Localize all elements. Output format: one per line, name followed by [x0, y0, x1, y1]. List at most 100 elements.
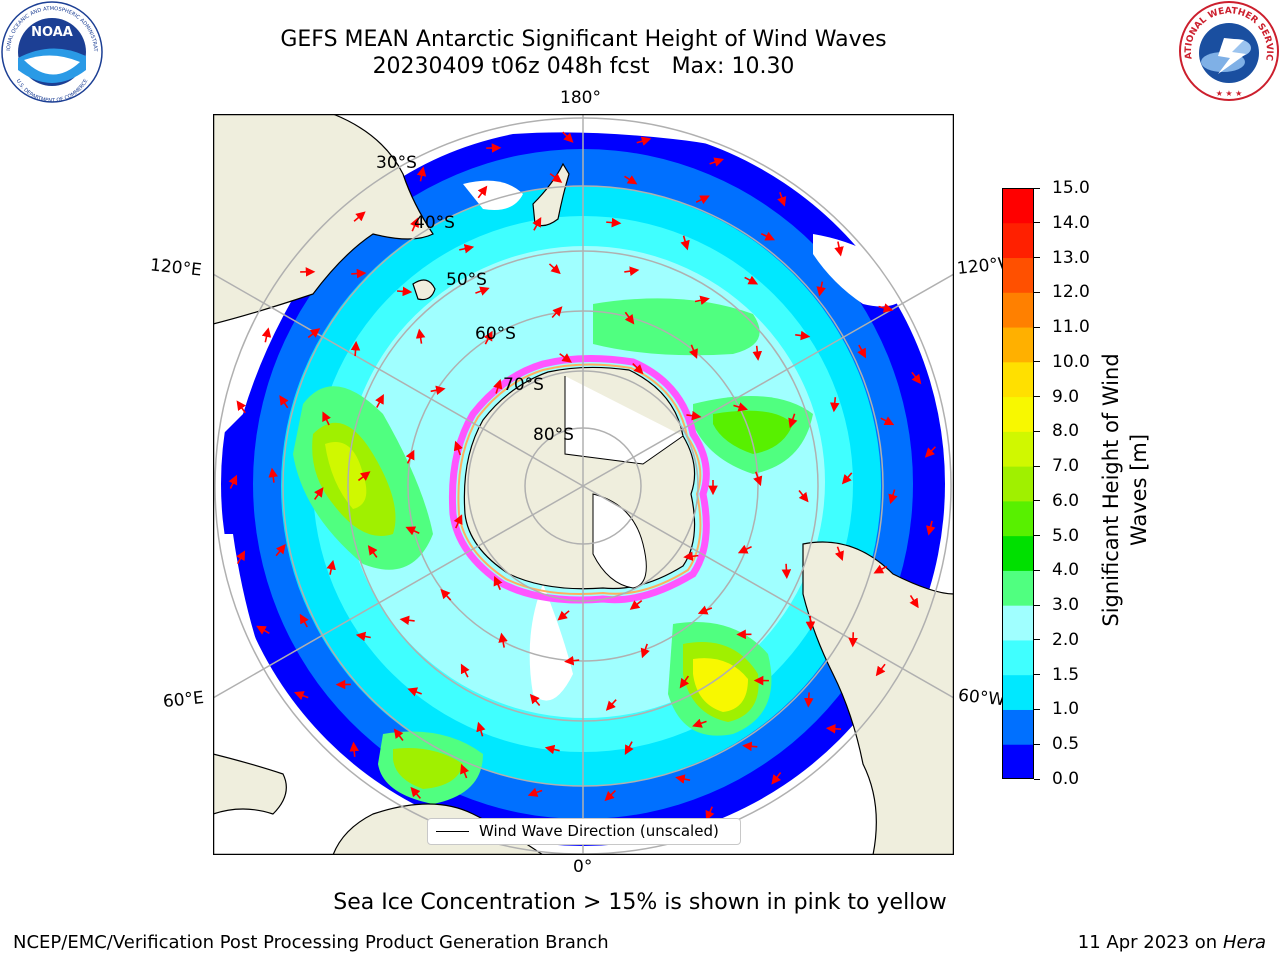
wind-wave-arrow	[636, 136, 652, 146]
wind-wave-arrow	[742, 741, 758, 752]
wind-wave-arrow	[357, 471, 371, 482]
wind-wave-arrow	[410, 786, 421, 799]
wind-wave-arrow	[695, 195, 710, 205]
lat-label-60s: 60°S	[475, 324, 516, 344]
footer-machine: Hera	[1222, 932, 1266, 953]
wind-wave-arrow	[416, 166, 427, 182]
colorbar-tick-label: 13.0	[1052, 247, 1090, 268]
wind-wave-arrow	[624, 175, 638, 185]
wind-wave-arrow	[367, 545, 378, 558]
wind-wave-arrow	[353, 211, 366, 222]
wind-wave-arrow	[629, 599, 643, 610]
wind-wave-arrow	[679, 675, 690, 689]
wind-wave-arrow	[888, 489, 898, 505]
wind-wave-arrow	[440, 588, 452, 601]
wind-wave-arrow	[430, 385, 446, 395]
wind-wave-arrow	[399, 615, 415, 626]
colorbar-tick-mark	[1034, 465, 1040, 467]
colorbar-segment	[1002, 327, 1034, 363]
colorbar	[1002, 188, 1034, 780]
wind-wave-arrow	[299, 613, 309, 628]
wind-wave-arrow	[737, 544, 752, 554]
wind-wave-arrow	[350, 340, 361, 357]
colorbar-tick-label: 6.0	[1052, 490, 1080, 511]
wind-wave-arrow	[476, 721, 486, 737]
wind-wave-arrow	[415, 328, 426, 344]
wind-wave-arrow	[606, 217, 622, 228]
colorbar-tick-label: 11.0	[1052, 317, 1090, 338]
colorbar-segment	[1002, 639, 1034, 676]
wind-wave-arrow	[355, 631, 371, 642]
wind-wave-arrow	[529, 693, 541, 706]
wind-wave-arrow	[788, 413, 798, 429]
wind-wave-arrow	[349, 741, 360, 757]
colorbar-tick-mark	[1034, 291, 1040, 293]
wind-wave-arrow	[675, 774, 691, 784]
lon-label-180: 180°	[560, 88, 601, 108]
colorbar-segment	[1002, 188, 1034, 224]
footer-date: 11 Apr 2023 on Hera	[1078, 932, 1266, 953]
forecast-date-label: 20230409 t06z 048h fcst	[372, 54, 650, 79]
colorbar-tick-label: 15.0	[1052, 178, 1090, 198]
wind-wave-arrow	[781, 563, 792, 580]
colorbar-tick-mark	[1034, 222, 1040, 224]
footer-date-text: 11 Apr 2023 on	[1077, 932, 1223, 953]
colorbar-segment	[1002, 396, 1034, 432]
wind-wave-arrow	[709, 157, 724, 167]
wind-wave-arrow	[624, 311, 635, 325]
colorbar-segment	[1002, 709, 1034, 745]
colorbar-tick-label: 0.0	[1052, 769, 1080, 789]
wind-wave-arrow	[551, 306, 563, 319]
wind-wave-arrow	[733, 402, 748, 412]
wind-wave-arrow	[834, 241, 844, 257]
noaa-logo: NOAA NATIONAL OCEANIC AND ATMOSPHERIC AD…	[0, 0, 104, 104]
colorbar-segment	[1002, 500, 1034, 537]
wind-wave-arrow	[752, 345, 763, 361]
wind-wave-arrow	[857, 344, 867, 359]
wind-wave-arrow	[825, 724, 842, 734]
wind-wave-arrow	[453, 440, 463, 456]
footer-credit: NCEP/EMC/Verification Post Processing Pr…	[13, 932, 609, 953]
wind-wave-arrow	[261, 327, 272, 343]
colorbar-tick-mark	[1034, 257, 1040, 259]
nws-logo: NATIONAL WEATHER SERVICE ★ ★ ★	[1174, 0, 1280, 102]
colorbar-tick-mark	[1034, 778, 1040, 780]
wind-wave-arrow	[873, 564, 888, 574]
colorbar-tick-label: 2.0	[1052, 629, 1080, 650]
wind-wave-arrow	[559, 353, 572, 363]
wind-wave-arrow	[753, 471, 763, 487]
wind-wave-arrow	[236, 400, 246, 414]
colorbar-segment	[1002, 570, 1034, 606]
wind-wave-arrow	[410, 217, 419, 232]
wind-wave-arrow	[705, 806, 715, 821]
colorbar-tick-label: 3.0	[1052, 595, 1080, 616]
colorbar-tick-mark	[1034, 674, 1040, 676]
colorbar-tick-mark	[1034, 639, 1040, 641]
wind-wave-arrow	[834, 546, 844, 562]
polar-map	[212, 113, 955, 856]
wind-wave-arrow	[407, 687, 422, 697]
wind-wave-arrow	[640, 643, 650, 659]
colorbar-segment	[1002, 744, 1034, 780]
wind-wave-arrow	[351, 268, 367, 279]
wind-wave-arrow	[692, 718, 707, 728]
wind-wave-arrow	[798, 490, 809, 503]
wind-wave-arrow	[549, 173, 563, 183]
wind-wave-arrow	[605, 699, 617, 711]
wind-wave-arrow	[459, 244, 475, 254]
wind-wave-arrow	[307, 328, 321, 339]
wind-wave-arrow	[557, 610, 570, 621]
colorbar-segment	[1002, 605, 1034, 641]
lat-label-30s: 30°S	[376, 153, 417, 173]
wind-wave-arrow	[841, 472, 853, 485]
legend-line-sample	[436, 831, 469, 832]
wind-wave-direction-arrows	[228, 131, 936, 840]
max-value-label: Max: 10.30	[671, 54, 795, 79]
wind-wave-arrow	[771, 772, 782, 785]
wind-wave-arrow	[397, 286, 413, 297]
wind-wave-arrow	[453, 514, 463, 529]
wind-wave-arrow	[228, 474, 238, 489]
wind-wave-arrow	[880, 416, 895, 426]
wind-wave-arrow	[683, 551, 699, 562]
wind-wave-arrow	[375, 394, 384, 408]
